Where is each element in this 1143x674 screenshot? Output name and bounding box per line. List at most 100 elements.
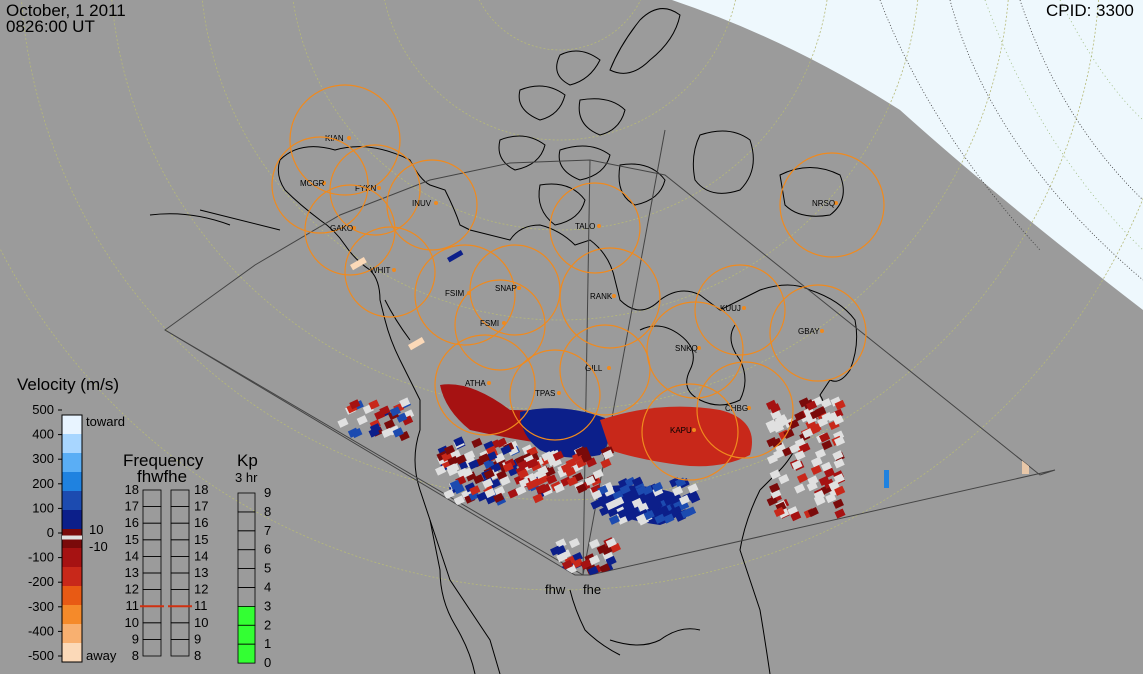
velocity-tick-labels: 500 400 300 200 100 0 -100 -200 -300 -400 -500 <box>28 402 62 663</box>
kp-cell <box>237 606 256 626</box>
velocity-bar-segment <box>62 510 82 530</box>
velocity-tick-label: 500 <box>32 402 54 417</box>
site-label-gill: GILL <box>585 364 603 373</box>
site-label-chbg: CHBG <box>725 404 748 413</box>
frequency-tick-left: 12 <box>125 582 139 597</box>
velocity-bar-segment <box>62 567 82 587</box>
site-circle-snap <box>469 244 561 336</box>
site-circle-rank <box>559 247 661 349</box>
site-circle-gako <box>304 184 396 276</box>
frequency-cell-fhe <box>170 506 190 524</box>
site-label-kian: KIAN <box>325 134 344 143</box>
site-marker-gbay <box>820 329 824 333</box>
velocity-tick-label: -400 <box>28 623 54 638</box>
sunlit-grid <box>984 0 1143 251</box>
frequency-cell-fhe <box>170 589 190 607</box>
frequency-cell-fhw <box>142 622 162 640</box>
frequency-cell-fhw <box>142 539 162 557</box>
site-circle-fsmi <box>454 279 546 371</box>
frequency-tick-right: 15 <box>194 532 208 547</box>
magnetometer-sites: KIAN MCGR FYKN INUV GAKO WHIT FSIM SNAP FSMI TALO… <box>271 84 885 481</box>
frequency-cell-fhw <box>142 556 162 574</box>
kp-cell <box>237 643 256 664</box>
kp-tick-label: 7 <box>264 523 271 538</box>
frequency-cell-fhw <box>142 489 162 508</box>
velocity-tick-label: 200 <box>32 476 54 491</box>
velocity-bar-segment <box>62 453 82 473</box>
site-circle-mcgr <box>271 136 369 234</box>
frequency-cell-fhe <box>170 539 190 557</box>
site-label-mcgr: MCGR <box>300 179 325 188</box>
velocity-bar-segment <box>62 491 82 511</box>
site-circle-whit <box>344 226 436 318</box>
latitude-circles <box>0 0 1143 591</box>
frequency-cell-fhw <box>142 639 162 657</box>
site-marker-kuuj <box>742 306 746 310</box>
radar-fov <box>164 129 1056 576</box>
frequency-tick-left: 9 <box>132 631 139 646</box>
frequency-tick-left: 8 <box>132 648 139 663</box>
frequency-tick-left: 15 <box>125 532 139 547</box>
site-marker-talo <box>597 224 601 228</box>
site-marker-gako <box>352 226 356 230</box>
frequency-tick-right: 10 <box>194 615 208 630</box>
velocity-tick-label: 300 <box>32 451 54 466</box>
velocity-vectors <box>337 250 1029 575</box>
velocity-title: Velocity (m/s) <box>17 375 119 394</box>
site-label-atha: ATHA <box>465 379 486 388</box>
site-marker-whit <box>392 268 396 272</box>
cpid-label: CPID: 3300 <box>1046 1 1134 20</box>
site-circle-atha <box>434 334 536 436</box>
site-marker-nrsq <box>834 201 838 205</box>
kp-tick-label: 3 <box>264 598 271 613</box>
velocity-tick-label: -100 <box>28 550 54 565</box>
site-label-whit: WHIT <box>370 266 391 275</box>
frequency-columns: fhwfhe <box>137 467 187 486</box>
frequency-tick-left: 13 <box>125 565 139 580</box>
velocity-tick-label: -200 <box>28 574 54 589</box>
site-label-kapu: KAPU <box>670 426 692 435</box>
kp-tick-label: 2 <box>264 617 271 632</box>
velocity-tick-label: 100 <box>32 500 54 515</box>
frequency-tick-right: 11 <box>194 598 208 613</box>
site-circle-kapu <box>641 383 739 481</box>
site-circle-fsim <box>414 244 516 346</box>
kp-cell <box>237 511 256 532</box>
kp-tick-label: 9 <box>264 485 271 500</box>
site-marker-gill <box>607 366 611 370</box>
velocity-tick-label: -500 <box>28 648 54 663</box>
kp-cell <box>237 624 256 645</box>
kp-cell <box>237 492 256 513</box>
site-marker-inuv <box>434 201 438 205</box>
velocity-bar <box>61 414 83 663</box>
frequency-tick-right: 18 <box>194 482 208 497</box>
kp-tick-label: 1 <box>264 636 271 651</box>
site-label-fykn: FYKN <box>355 184 377 193</box>
site-label-talo: TALO <box>575 222 595 231</box>
frequency-cell-fhe <box>170 639 190 657</box>
frequency-cell-fhe <box>170 605 190 624</box>
velocity-bar-segment <box>62 548 82 568</box>
site-marker-mcgr <box>322 181 326 185</box>
kp-bar: 9 8 7 6 5 4 3 2 1 0 <box>237 485 271 670</box>
frequency-cell-fhw <box>142 522 162 541</box>
frequency-tick-left: 17 <box>125 499 139 514</box>
velocity-toward-label: toward <box>86 414 125 429</box>
kp-tick-label: 5 <box>264 561 271 576</box>
site-marker-tpas <box>557 391 561 395</box>
velocity-bar-segment <box>62 434 82 454</box>
site-circle-kian <box>289 84 401 196</box>
velocity-bar-segment <box>62 472 82 492</box>
kp-cell <box>237 587 256 607</box>
radar-label-fhw: fhw <box>545 582 566 597</box>
kp-scale: Kp 3 hr 9 8 7 6 5 4 3 2 1 0 <box>235 451 271 670</box>
velocity-away-label: away <box>86 648 117 663</box>
site-label-nrsq: NRSQ <box>812 199 835 208</box>
frequency-cell-fhe <box>170 622 190 640</box>
site-marker-fsmi <box>502 321 506 325</box>
frequency-tick-right: 14 <box>194 548 208 563</box>
kp-title: Kp <box>237 451 258 470</box>
velocity-tick-label: 0 <box>47 525 54 540</box>
site-label-rank: RANK <box>590 292 613 301</box>
